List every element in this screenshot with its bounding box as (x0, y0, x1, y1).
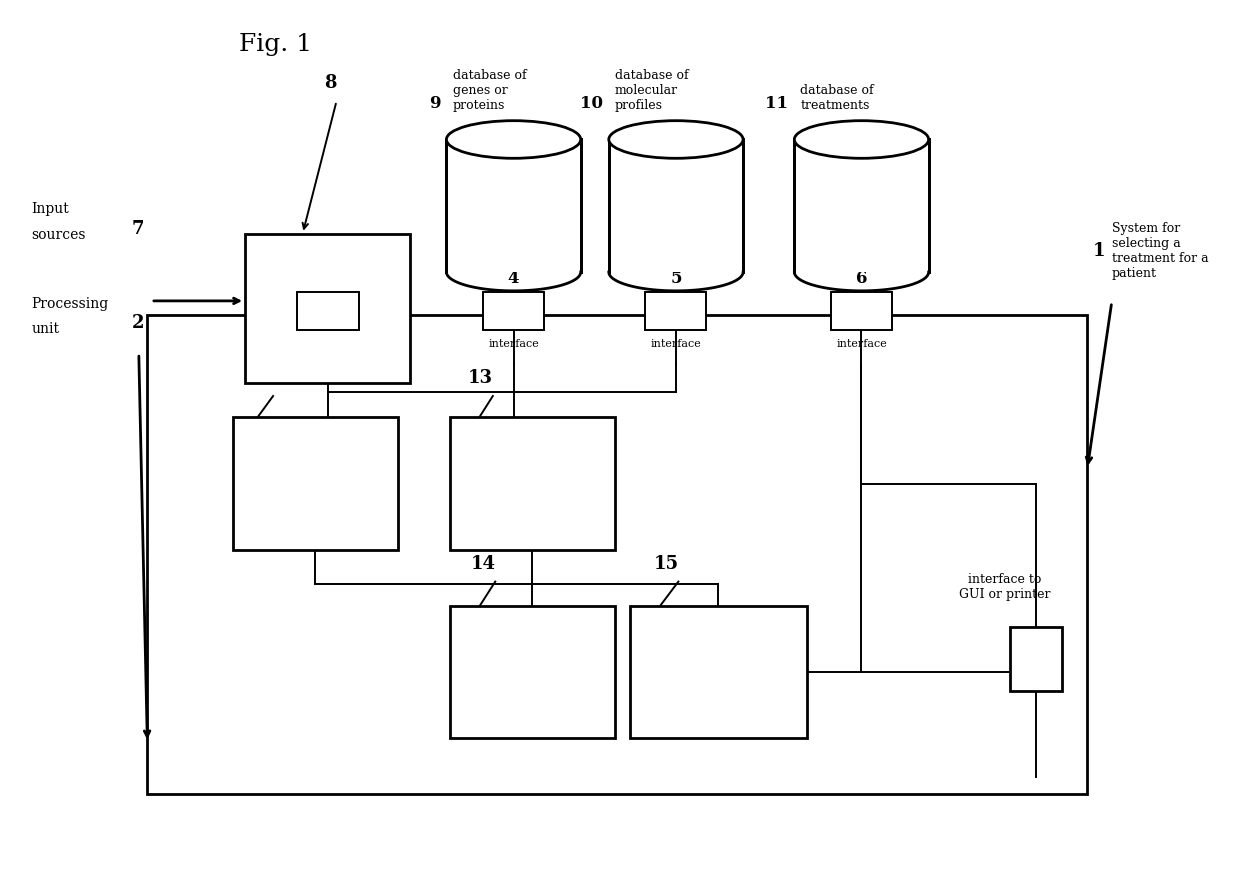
Text: interface: interface (303, 339, 353, 348)
Bar (446, 140, 580, 272)
Text: 14: 14 (470, 555, 496, 573)
Text: 9: 9 (429, 95, 440, 112)
Text: Processing: Processing (31, 296, 109, 310)
Text: 3: 3 (322, 270, 334, 288)
Text: interface to
GUI or printer: interface to GUI or printer (959, 574, 1050, 601)
Text: 10: 10 (579, 95, 603, 112)
Bar (148, 315, 1087, 793)
Bar (609, 140, 743, 272)
Text: interface: interface (651, 339, 702, 348)
Text: module
indication-
specific score: module indication- specific score (243, 461, 325, 506)
Bar (1011, 627, 1061, 691)
Text: keyboard: keyboard (288, 300, 367, 317)
Ellipse shape (795, 121, 929, 158)
Text: 4: 4 (508, 270, 520, 288)
Ellipse shape (609, 121, 743, 158)
Bar (446, 140, 580, 272)
Bar (609, 140, 743, 272)
Bar (450, 417, 615, 550)
Text: database of
genes or
proteins: database of genes or proteins (453, 70, 526, 112)
Bar (246, 234, 409, 383)
Text: 5: 5 (670, 270, 682, 288)
Text: sources: sources (31, 228, 86, 242)
Bar (645, 292, 707, 330)
Text: interface: interface (489, 339, 539, 348)
Bar (233, 417, 398, 550)
Text: module for
assigning
score to
treatment: module for assigning score to treatment (640, 641, 704, 702)
Text: 6: 6 (856, 270, 867, 288)
Bar (795, 140, 929, 272)
Text: 1: 1 (1094, 242, 1106, 260)
Bar (795, 140, 929, 272)
Text: 2: 2 (131, 315, 144, 332)
Text: System for
selecting a
treatment for a
patient: System for selecting a treatment for a p… (1112, 222, 1208, 280)
Text: 15: 15 (653, 555, 678, 573)
Ellipse shape (446, 121, 580, 158)
Text: database of
treatments: database of treatments (801, 84, 874, 112)
Text: 8: 8 (324, 75, 337, 92)
Bar (831, 292, 892, 330)
Text: database of
molecular
profiles: database of molecular profiles (615, 70, 688, 112)
Text: 7: 7 (131, 220, 144, 238)
Text: interface: interface (836, 339, 887, 348)
Text: Fig. 1: Fig. 1 (239, 33, 312, 56)
Text: Input: Input (31, 202, 69, 216)
Text: 16: 16 (1023, 644, 1049, 662)
Text: module
profile-
specifc score: module profile- specifc score (460, 461, 538, 506)
Bar (450, 606, 615, 738)
Bar (298, 292, 358, 330)
Bar (630, 606, 806, 738)
Bar (484, 292, 544, 330)
Text: unit: unit (31, 322, 60, 336)
Text: module
patient-
specific score: module patient- specific score (460, 649, 542, 694)
Text: 12: 12 (248, 369, 273, 388)
Text: 11: 11 (765, 95, 789, 112)
Text: 13: 13 (469, 369, 494, 388)
